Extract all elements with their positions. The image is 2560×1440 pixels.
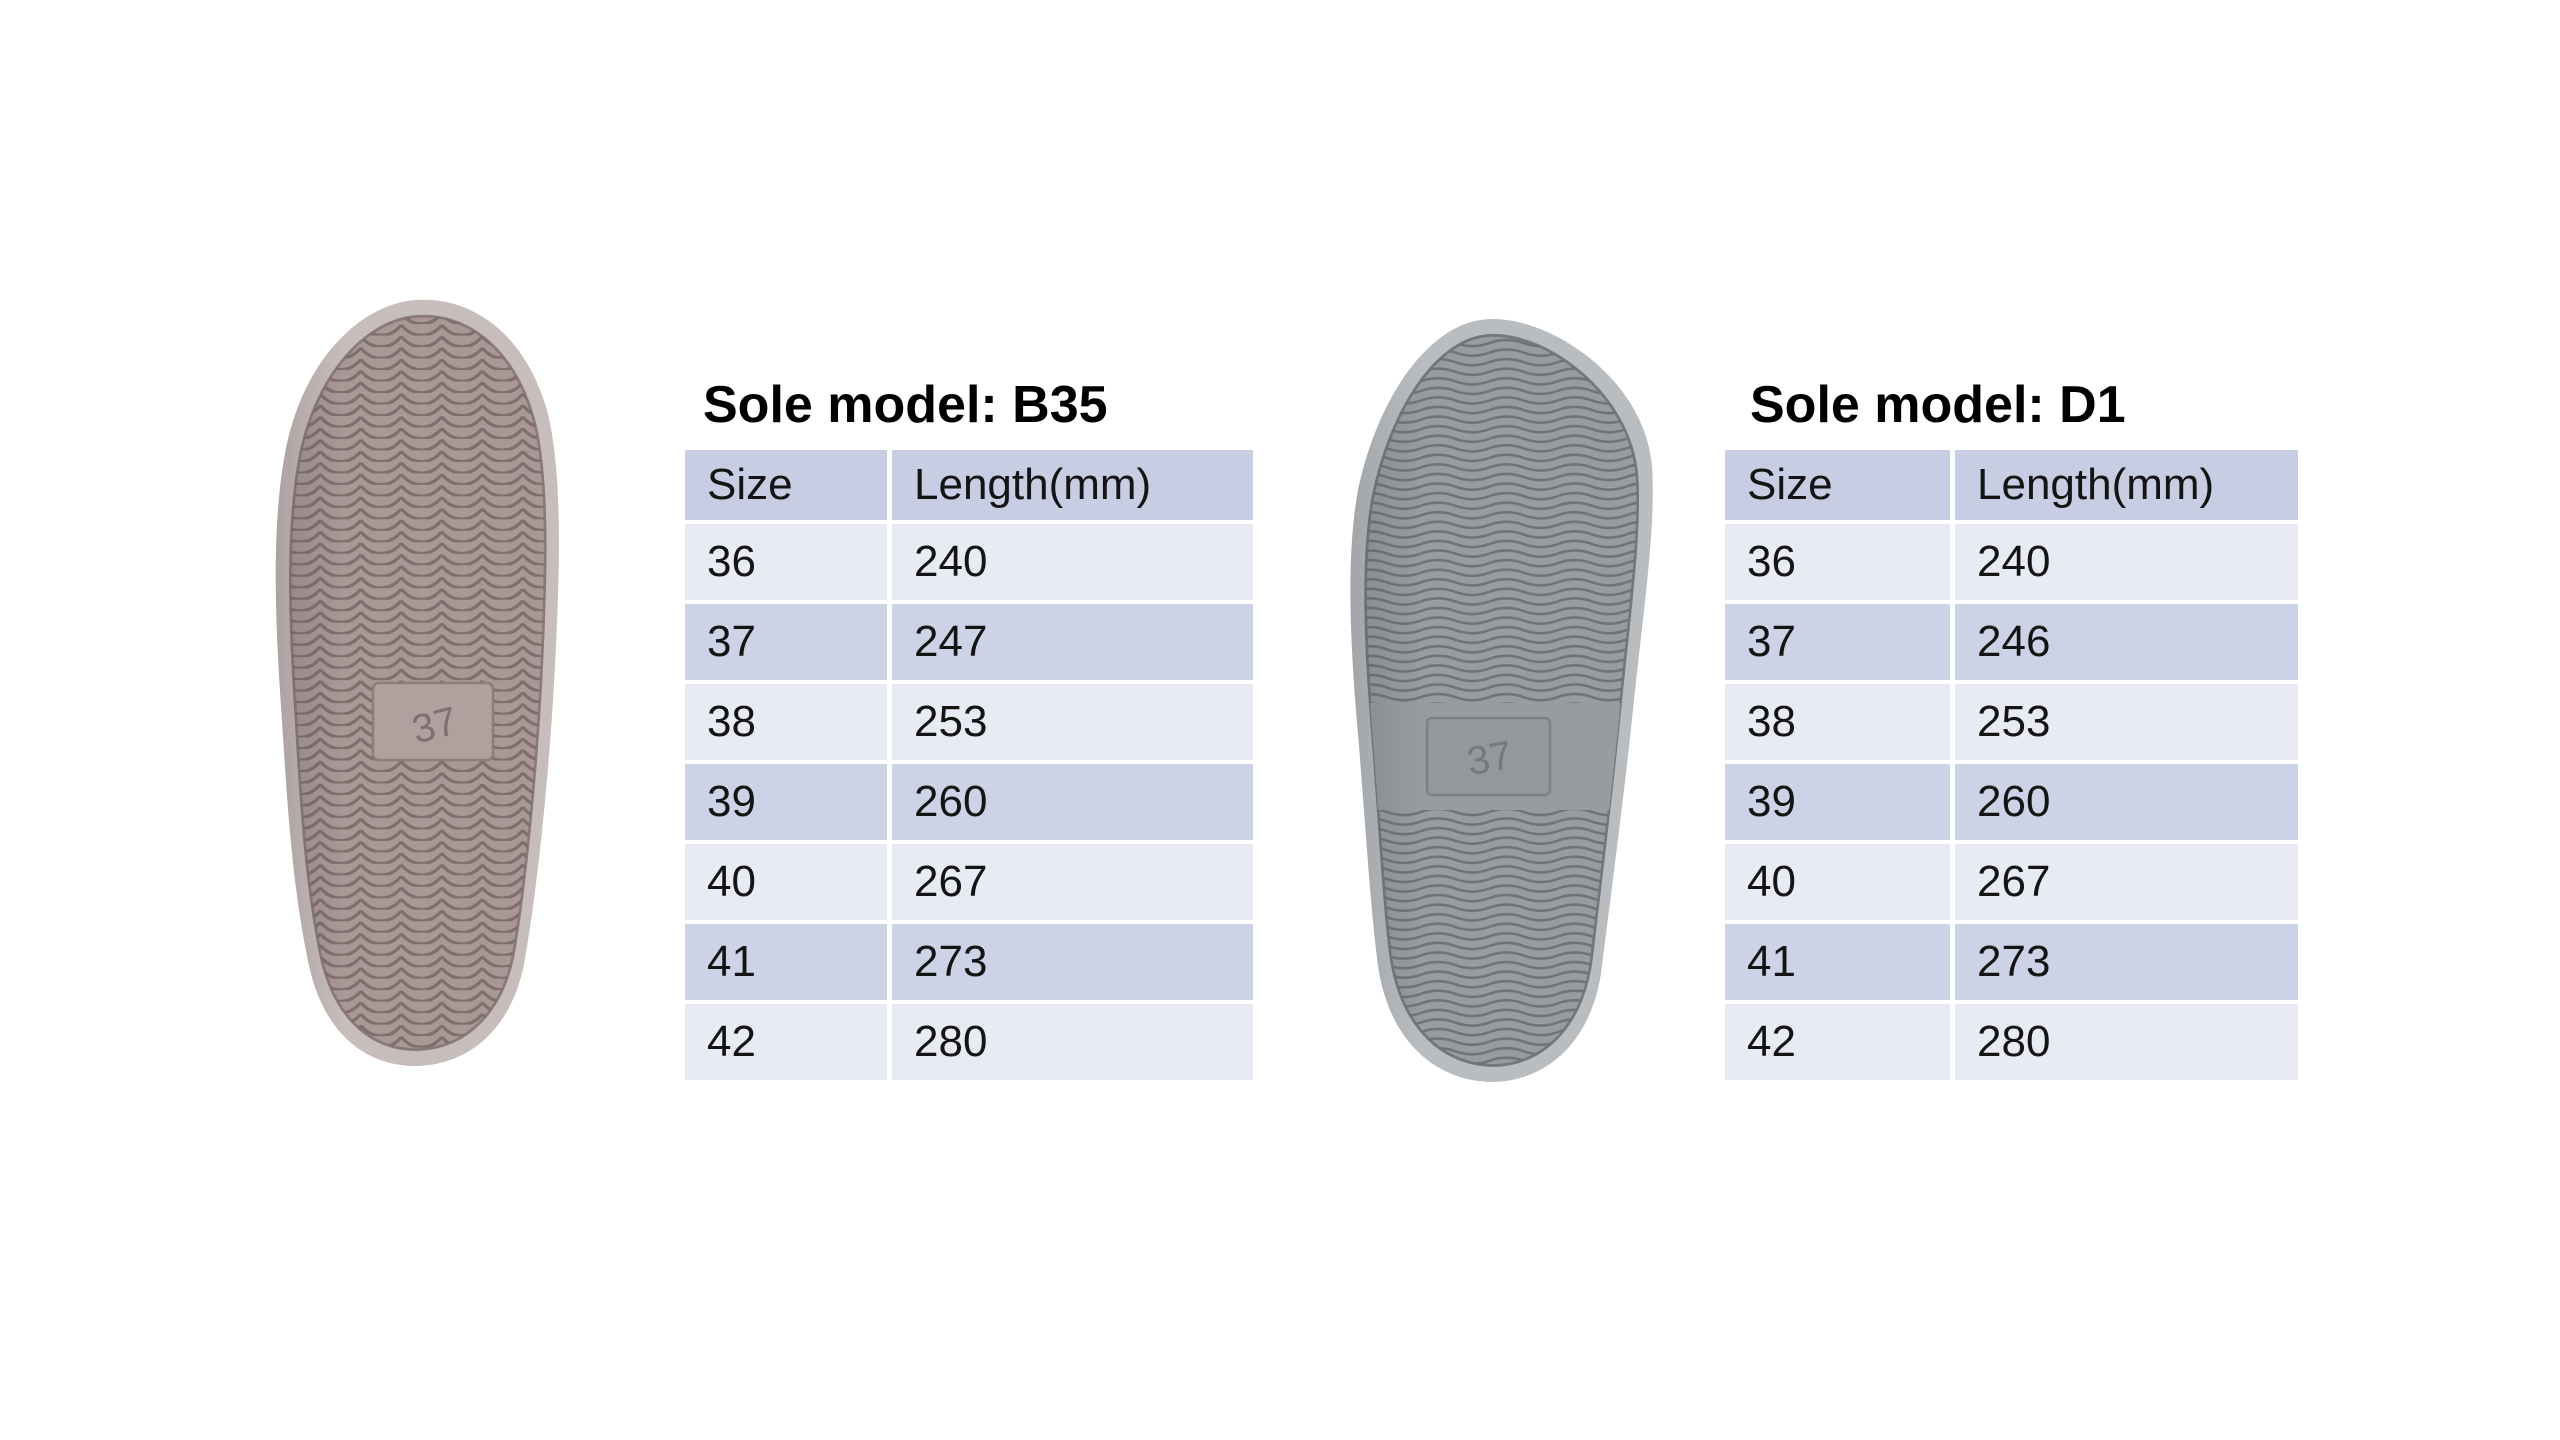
size-cell: 40 bbox=[1725, 844, 1950, 920]
length-cell: 240 bbox=[892, 524, 1253, 600]
length-cell: 273 bbox=[1955, 924, 2298, 1000]
length-cell: 260 bbox=[1955, 764, 2298, 840]
size-cell: 36 bbox=[1725, 524, 1950, 600]
size-cell: 38 bbox=[1725, 684, 1950, 760]
length-header-cell: Length(mm) bbox=[1955, 450, 2298, 520]
size-cell: 38 bbox=[685, 684, 887, 760]
length-header-cell: Length(mm) bbox=[892, 450, 1253, 520]
size-cell: 36 bbox=[685, 524, 887, 600]
size-table-d1: Size Length(mm) 36 240 37 246 38 253 39 … bbox=[1725, 450, 2298, 1080]
length-cell: 246 bbox=[1955, 604, 2298, 680]
size-cell: 37 bbox=[685, 604, 887, 680]
size-header-cell: Size bbox=[685, 450, 887, 520]
length-cell: 273 bbox=[892, 924, 1253, 1000]
left-sole-photo: 37 bbox=[275, 299, 559, 1066]
size-cell: 37 bbox=[1725, 604, 1950, 680]
length-cell: 260 bbox=[892, 764, 1253, 840]
length-cell: 267 bbox=[892, 844, 1253, 920]
length-cell: 247 bbox=[892, 604, 1253, 680]
right-sole-photo: 37 bbox=[1350, 318, 1653, 1083]
length-cell: 253 bbox=[1955, 684, 2298, 760]
length-cell: 280 bbox=[892, 1004, 1253, 1080]
size-cell: 42 bbox=[1725, 1004, 1950, 1080]
size-cell: 39 bbox=[1725, 764, 1950, 840]
length-cell: 253 bbox=[892, 684, 1253, 760]
size-cell: 39 bbox=[685, 764, 887, 840]
size-cell: 40 bbox=[685, 844, 887, 920]
length-cell: 267 bbox=[1955, 844, 2298, 920]
size-cell: 41 bbox=[685, 924, 887, 1000]
sole-model-b35-title: Sole model: B35 bbox=[703, 376, 1108, 434]
sole-model-d1-title: Sole model: D1 bbox=[1750, 376, 2126, 434]
size-cell: 41 bbox=[1725, 924, 1950, 1000]
size-header-cell: Size bbox=[1725, 450, 1950, 520]
size-cell: 42 bbox=[685, 1004, 887, 1080]
size-table-b35: Size Length(mm) 36 240 37 247 38 253 39 … bbox=[685, 450, 1253, 1080]
length-cell: 280 bbox=[1955, 1004, 2298, 1080]
length-cell: 240 bbox=[1955, 524, 2298, 600]
